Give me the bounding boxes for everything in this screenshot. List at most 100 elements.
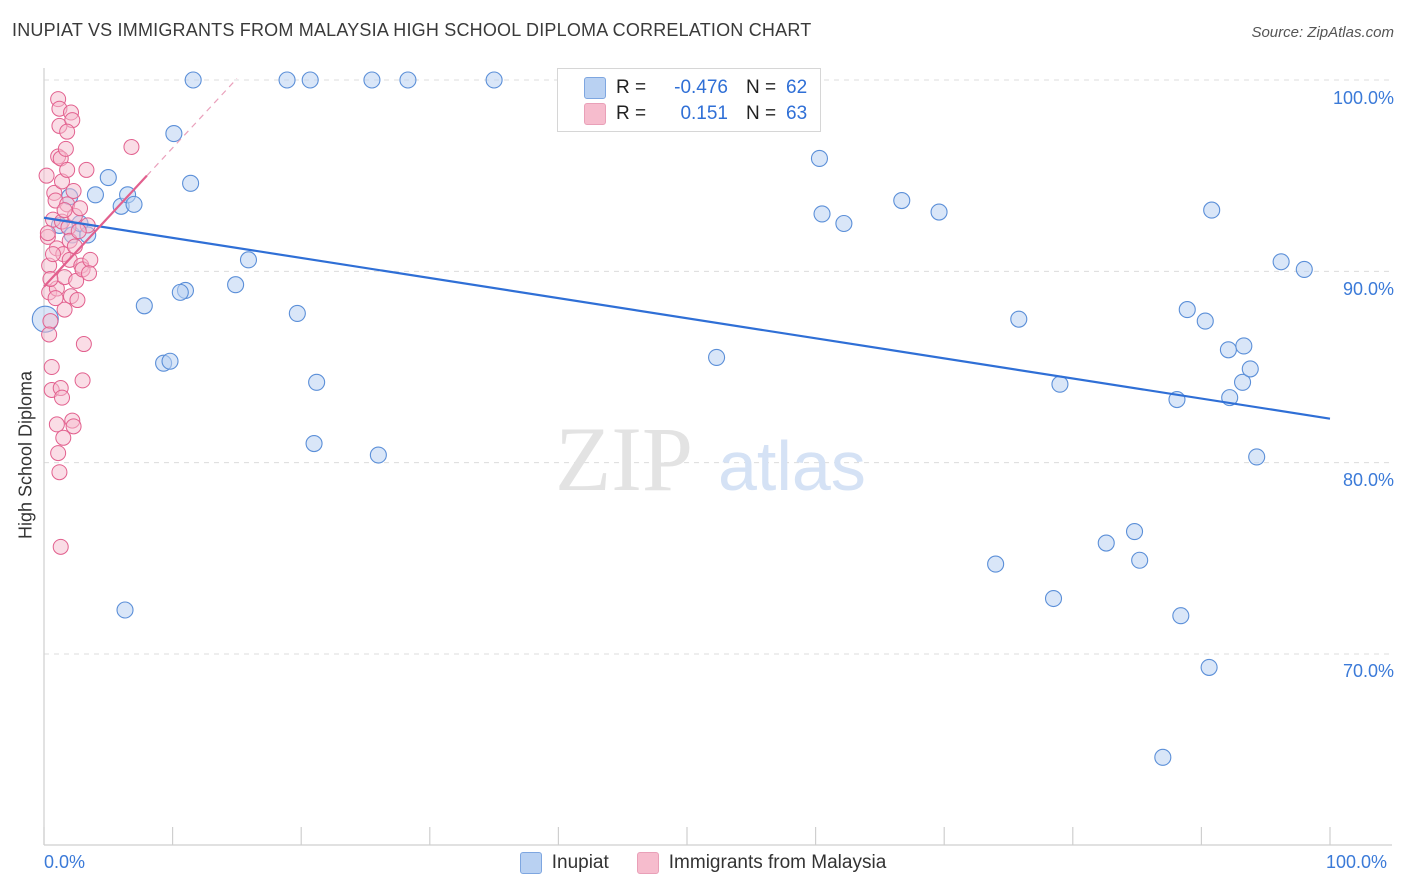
inupiat-point bbox=[135, 297, 153, 315]
malaysia-point bbox=[51, 464, 68, 481]
malaysia-point bbox=[59, 123, 76, 140]
legend-swatch-malaysia bbox=[636, 852, 659, 874]
inupiat-point bbox=[182, 174, 200, 192]
malaysia-trend-extension bbox=[146, 78, 238, 177]
inupiat-point bbox=[1178, 301, 1196, 319]
legend-swatch-inupiat bbox=[519, 852, 542, 874]
chart-title: INUPIAT VS IMMIGRANTS FROM MALAYSIA HIGH… bbox=[12, 20, 812, 40]
watermark-atlas: atlas bbox=[718, 427, 866, 505]
y-tick-label-90: 90.0% bbox=[1342, 279, 1394, 299]
inupiat-point bbox=[227, 276, 245, 294]
inupiat-point bbox=[1172, 607, 1190, 625]
inupiat-point bbox=[1196, 312, 1214, 330]
inupiat-point bbox=[1235, 337, 1253, 355]
y-tick-label-70: 70.0% bbox=[1342, 661, 1394, 681]
malaysia-point bbox=[39, 225, 56, 242]
inupiat-point bbox=[1125, 522, 1144, 541]
inupiat-point bbox=[363, 71, 381, 89]
malaysia-point bbox=[54, 389, 71, 406]
malaysia-point bbox=[72, 200, 89, 217]
legend-label-malaysia: Immigrants from Malaysia bbox=[668, 852, 887, 873]
stats-legend: R = -0.476 N = 62 R = 0.151 N = 63 bbox=[557, 68, 821, 132]
legend-label-inupiat: Inupiat bbox=[551, 852, 609, 873]
inupiat-point bbox=[1219, 341, 1237, 359]
inupiat-point bbox=[708, 348, 726, 366]
inupiat-point bbox=[1154, 748, 1172, 766]
inupiat-point bbox=[1097, 534, 1115, 552]
inupiat-point bbox=[835, 214, 853, 233]
legend-item-inupiat[interactable]: Inupiat bbox=[519, 852, 609, 874]
inupiat-point bbox=[893, 191, 911, 210]
malaysia-point bbox=[47, 290, 64, 307]
inupiat-point bbox=[810, 149, 829, 167]
malaysia-point bbox=[56, 202, 73, 219]
malaysia-point bbox=[75, 336, 92, 353]
series-legend: Inupiat Immigrants from Malaysia bbox=[0, 852, 1406, 874]
malaysia-point bbox=[70, 223, 87, 240]
malaysia-point bbox=[56, 301, 73, 318]
legend-n-value: 63 bbox=[786, 103, 808, 124]
malaysia-point bbox=[65, 418, 82, 435]
inupiat-point bbox=[116, 601, 134, 619]
legend-r-label: R = bbox=[616, 77, 647, 98]
inupiat-point bbox=[99, 169, 117, 187]
malaysia-point bbox=[59, 161, 76, 178]
malaysia-point bbox=[52, 538, 69, 555]
legend-row-malaysia: R = 0.151 N = 63 bbox=[584, 103, 807, 125]
inupiat-point bbox=[301, 71, 319, 89]
inupiat-point bbox=[1051, 375, 1069, 393]
malaysia-point bbox=[65, 182, 82, 199]
malaysia-point bbox=[78, 161, 95, 178]
malaysia-point bbox=[69, 292, 86, 309]
inupiat-point bbox=[278, 71, 296, 89]
legend-n-value: 62 bbox=[786, 77, 808, 98]
malaysia-point bbox=[123, 138, 140, 155]
inupiat-point bbox=[161, 352, 179, 370]
inupiat-point bbox=[125, 195, 143, 213]
malaysia-point bbox=[82, 251, 99, 268]
inupiat-point bbox=[399, 71, 417, 89]
inupiat-point bbox=[813, 205, 831, 223]
inupiat-point bbox=[930, 203, 948, 221]
legend-r-value: 0.151 bbox=[680, 103, 728, 124]
inupiat-point bbox=[369, 446, 387, 464]
inupiat-point bbox=[1044, 589, 1063, 608]
inupiat-point bbox=[1010, 310, 1028, 328]
malaysia-point bbox=[42, 313, 59, 330]
x-tick-label-max: 100.0% bbox=[1326, 852, 1388, 872]
malaysia-point bbox=[45, 246, 62, 263]
inupiat-point bbox=[1295, 260, 1313, 278]
malaysia-point bbox=[38, 167, 55, 184]
inupiat-point bbox=[1248, 448, 1266, 466]
inupiat-point bbox=[987, 555, 1005, 573]
malaysia-point bbox=[74, 372, 91, 389]
inupiat-trend-line bbox=[43, 216, 1331, 420]
malaysia-point bbox=[81, 265, 98, 282]
malaysia-point bbox=[48, 416, 65, 433]
inupiat-point bbox=[184, 71, 202, 89]
malaysia-point bbox=[41, 326, 58, 343]
inupiat-point bbox=[288, 304, 306, 322]
malaysia-point bbox=[50, 445, 67, 462]
legend-n-label: N = bbox=[746, 103, 777, 124]
legend-row-inupiat: R = -0.476 N = 62 bbox=[584, 77, 807, 99]
inupiat-point bbox=[86, 186, 104, 204]
malaysia-trend-line bbox=[43, 174, 148, 288]
legend-r-label: R = bbox=[616, 103, 647, 124]
source-credit: Source: ZipAtlas.com bbox=[1251, 24, 1394, 41]
inupiat-point bbox=[165, 125, 183, 143]
inupiat-point bbox=[239, 251, 258, 269]
inupiat-point bbox=[308, 373, 326, 391]
inupiat-point bbox=[1200, 658, 1218, 676]
malaysia-point bbox=[57, 140, 74, 157]
y-axis-label: High School Diploma bbox=[15, 370, 36, 540]
y-tick-label-80: 80.0% bbox=[1342, 470, 1394, 490]
legend-item-malaysia[interactable]: Immigrants from Malaysia bbox=[636, 852, 887, 874]
inupiat-point bbox=[1272, 253, 1290, 271]
inupiat-point bbox=[1234, 373, 1252, 391]
malaysia-point bbox=[43, 359, 60, 375]
legend-n-label: N = bbox=[746, 77, 777, 98]
legend-swatch-pink bbox=[584, 103, 606, 125]
malaysia-point bbox=[55, 429, 72, 446]
